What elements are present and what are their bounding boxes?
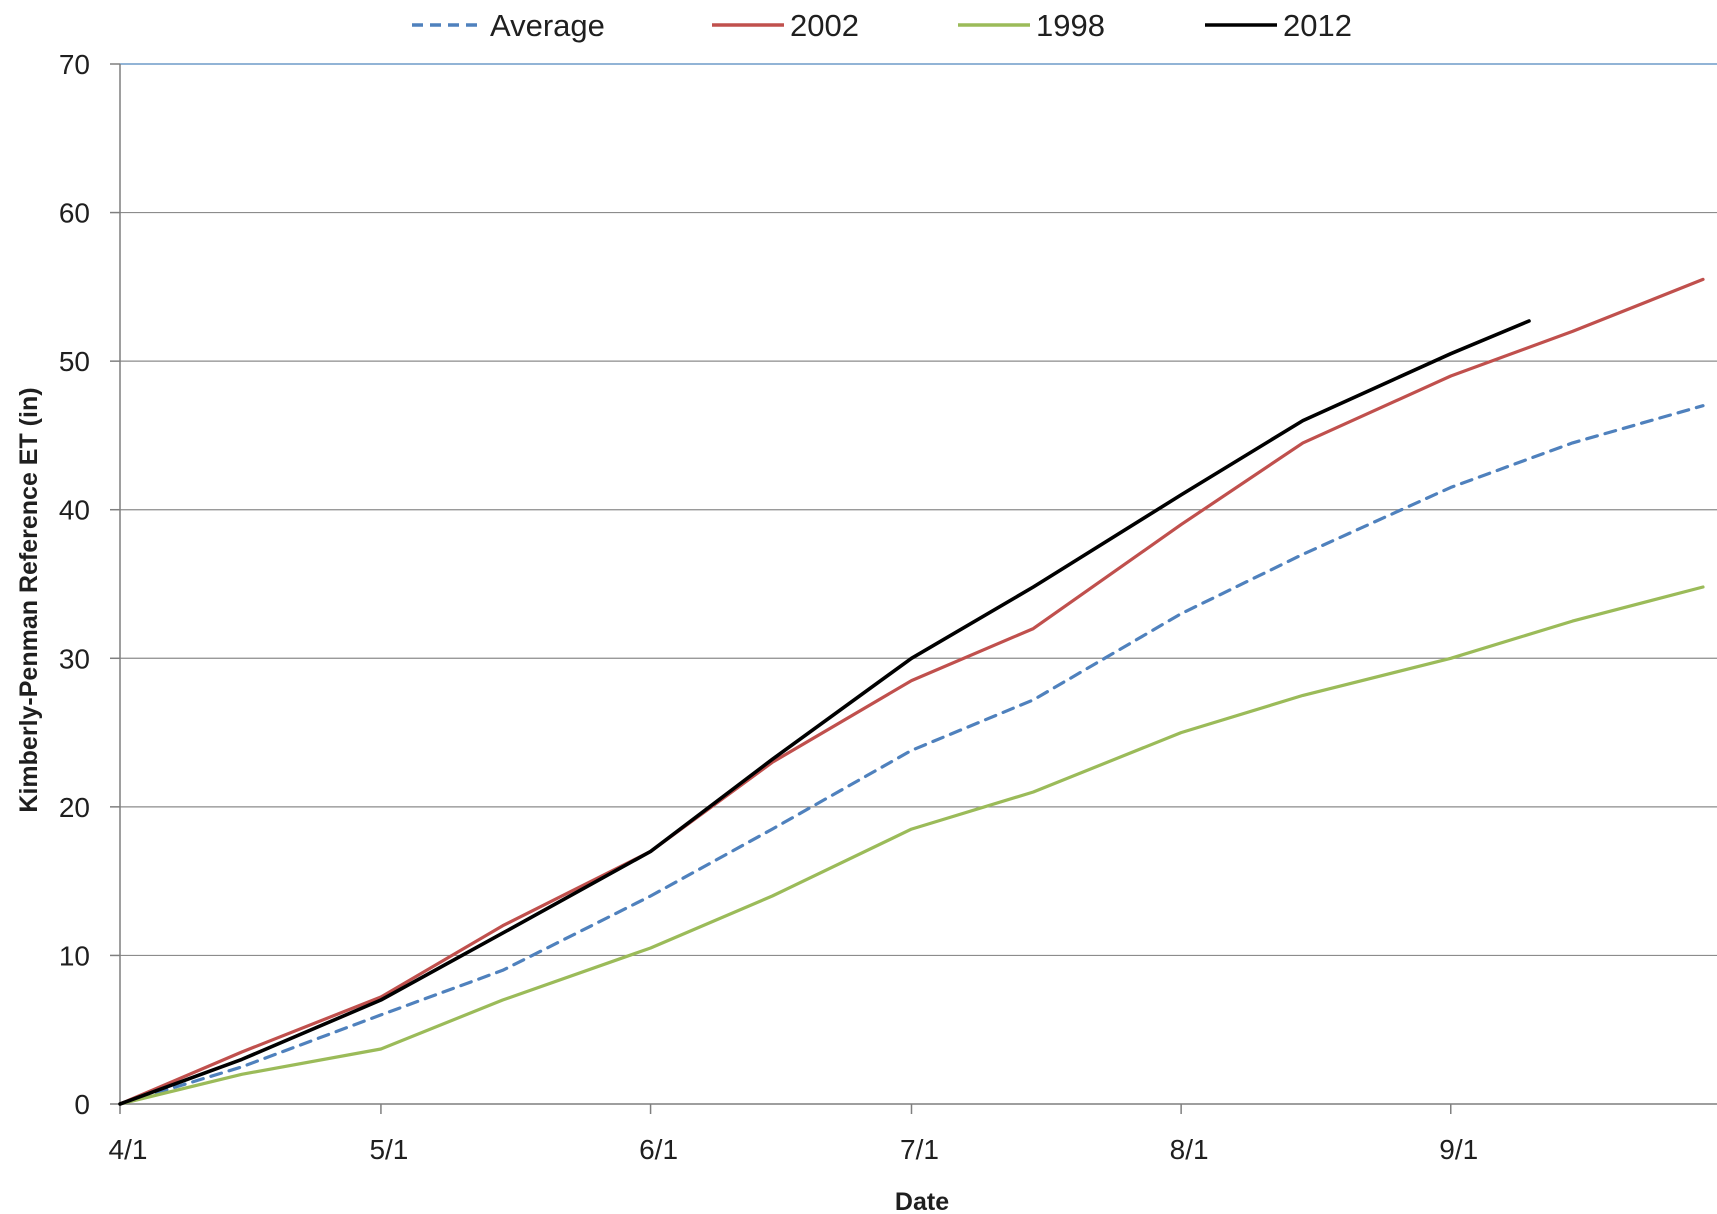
gridlines [120, 63, 1717, 957]
legend: Average 2002 1998 2012 [412, 8, 1352, 43]
axes [110, 63, 1717, 1114]
series-line-1998 [118, 585, 1705, 1106]
series-line-2012 [118, 319, 1531, 1106]
x-tick-label: 4/1 [109, 1134, 148, 1165]
series-lines [118, 277, 1705, 1106]
legend-label-2012: 2012 [1283, 8, 1352, 43]
y-axis-title: Kimberly-Penman Reference ET (in) [15, 387, 43, 812]
x-tick-label: 9/1 [1439, 1134, 1478, 1165]
y-tick-label: 10 [59, 940, 90, 971]
y-tick-label: 60 [59, 198, 90, 229]
y-tick-label: 40 [59, 495, 90, 526]
x-tick-label: 7/1 [900, 1134, 939, 1165]
y-tick-label: 50 [59, 346, 90, 377]
tick-labels: 0 10 20 30 40 50 60 70 4/1 5/1 6/1 7/1 8/1 9/1 [59, 49, 1478, 1165]
y-tick-label: 0 [74, 1089, 90, 1120]
y-tick-label: 20 [59, 792, 90, 823]
y-tick-label: 70 [59, 49, 90, 80]
legend-label-1998: 1998 [1036, 8, 1105, 43]
y-tick-label: 30 [59, 643, 90, 674]
x-tick-label: 8/1 [1170, 1134, 1209, 1165]
series-line-2002 [118, 277, 1705, 1106]
legend-label-2002: 2002 [790, 8, 859, 43]
x-tick-label: 5/1 [369, 1134, 408, 1165]
x-tick-label: 6/1 [639, 1134, 678, 1165]
series-line-average [118, 404, 1705, 1106]
legend-label-average: Average [490, 8, 605, 43]
x-axis-title: Date [895, 1188, 949, 1214]
